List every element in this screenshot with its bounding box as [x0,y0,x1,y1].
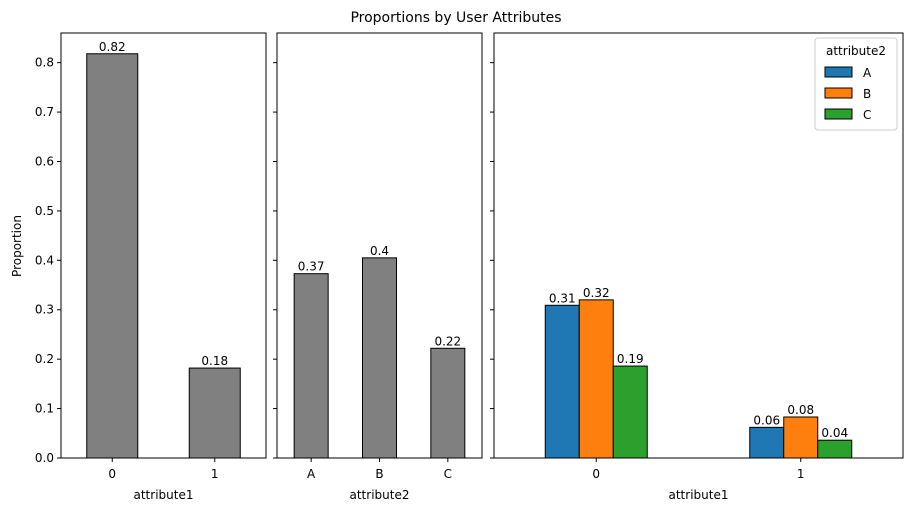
y-tick-label: 0.5 [35,204,54,218]
axes-frame [493,32,904,459]
data-label: 0.32 [583,286,610,300]
bar-B [783,416,819,459]
legend-title: attribute2 [826,44,886,58]
bar [430,347,466,459]
axes-frame [60,32,267,459]
legend-label: A [863,66,872,80]
legend-swatch-C [824,108,853,120]
bar [362,257,397,459]
x-axis-label: attribute1 [669,488,729,502]
y-tick-label: 0.4 [35,253,54,267]
x-tick-label: C [444,467,452,481]
legend-swatch-B [824,87,853,99]
bar-B [578,299,614,459]
legend-label: C [863,108,871,122]
y-tick-label: 0.8 [35,56,54,70]
subplot-3: 0.31 0.06 0.32 0.08 0.19 0.04 0 1 attribute1 attr… [490,32,904,502]
bar [86,53,139,459]
y-tick-label: 0.7 [35,105,54,119]
data-label: 0.37 [298,260,325,274]
chart-title: Proportions by User Attributes [350,10,561,26]
bar [188,367,241,459]
data-label: 0.18 [201,354,228,368]
x-tick-label: A [307,467,316,481]
bar-A [544,304,580,459]
y-tick-label: 0.0 [35,451,54,465]
bar-C [817,439,853,459]
x-tick-label: 0 [108,467,116,481]
bar-C [612,365,648,459]
y-tick-label: 0.3 [35,303,54,317]
legend-box [814,37,898,131]
x-tick-label: 1 [211,467,219,481]
x-axis-label: attribute1 [134,488,194,502]
x-tick-label: 0 [592,467,600,481]
y-axis-label: Proportion [10,215,24,277]
data-label: 0.22 [434,334,461,348]
y-tick-label: 0.6 [35,154,54,168]
x-axis-label: attribute2 [350,488,410,502]
data-label: 0.31 [549,291,576,305]
legend: attribute2 ABC [814,37,898,131]
y-tick-label: 0.1 [35,402,54,416]
bar [293,273,329,459]
data-label: 0.82 [99,40,126,54]
subplot-1: 0.82 0.18 0.0 0.1 0.2 0.3 0.4 0.5 0.6 0.7 0.8 0 1 att… [35,32,267,502]
data-label: 0.4 [370,244,389,258]
legend-label: B [863,87,871,101]
y-tick-label: 0.2 [35,352,54,366]
x-tick-label: 1 [797,467,805,481]
legend-swatch-A [824,66,853,78]
data-label: 0.19 [617,352,644,366]
x-tick-label: B [375,467,383,481]
data-label: 0.08 [787,403,814,417]
data-label: 0.04 [821,426,848,440]
data-label: 0.06 [753,413,780,427]
bar-A [749,426,785,459]
